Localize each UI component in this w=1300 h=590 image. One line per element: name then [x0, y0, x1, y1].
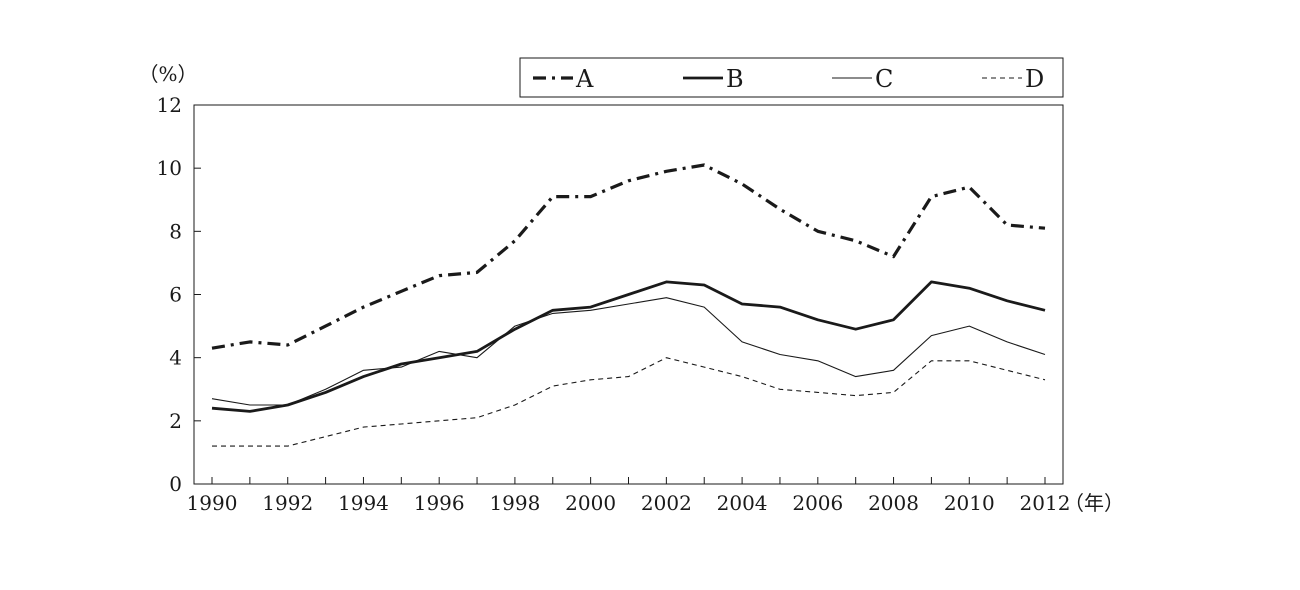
x-tick-label: 2008 [868, 491, 919, 515]
y-axis: 0 2 4 6 8 10 12 [157, 93, 201, 496]
legend-label-d: D [1025, 65, 1044, 93]
x-tick-label: 1990 [187, 491, 238, 515]
y-tick-label: 2 [169, 409, 182, 433]
legend-label-c: C [875, 65, 893, 93]
x-axis-unit-label: （年） [1064, 491, 1124, 515]
x-tick-label: 2006 [792, 491, 843, 515]
series-a-line [211, 163, 1046, 350]
y-tick-label: 10 [157, 156, 182, 180]
legend-label-b: B [726, 65, 744, 93]
x-tick-label: 1996 [414, 491, 465, 515]
y-tick-label: 0 [169, 472, 182, 496]
y-tick-label: 6 [169, 283, 182, 307]
x-tick-label: 2010 [944, 491, 995, 515]
series-d-line [212, 357, 1046, 447]
x-tick-label: 2012 [1020, 491, 1071, 515]
legend: A B C D [519, 57, 1064, 98]
x-tick-label: 1992 [262, 491, 313, 515]
y-tick-label: 12 [157, 93, 182, 117]
y-tick-label: 8 [169, 219, 182, 243]
series-c-line [211, 297, 1046, 406]
x-tick-label: 1994 [338, 491, 389, 515]
series-layer [211, 163, 1046, 447]
legend-frame [519, 57, 1064, 98]
x-axis: 1990 1992 1994 1996 1998 2000 2002 2004 2006 2008… [187, 477, 1071, 515]
x-tick-label: 2002 [641, 491, 692, 515]
x-tick-label: 2004 [717, 491, 768, 515]
y-axis-unit-label: （%） [138, 62, 197, 86]
series-b-line [211, 280, 1046, 413]
legend-label-a: A [575, 65, 594, 93]
x-tick-label: 2000 [565, 491, 616, 515]
x-tick-label: 1998 [489, 491, 540, 515]
y-tick-label: 4 [169, 346, 182, 370]
